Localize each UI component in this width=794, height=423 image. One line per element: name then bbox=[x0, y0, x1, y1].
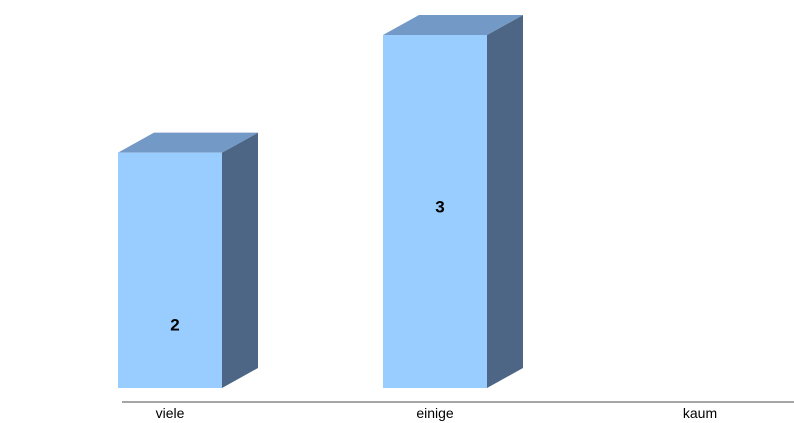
tick-label-einige: einige bbox=[416, 405, 454, 421]
bar-side-viele bbox=[222, 132, 258, 388]
data-labels-group: 23 bbox=[170, 197, 444, 334]
bar-einige bbox=[383, 15, 523, 388]
bars-group bbox=[118, 15, 523, 388]
bar-top-viele bbox=[118, 132, 258, 153]
bar-front-einige bbox=[383, 35, 487, 388]
tick-label-kaum: kaum bbox=[683, 405, 717, 421]
tick-label-viele: viele bbox=[156, 405, 185, 421]
bar-top-einige bbox=[383, 15, 523, 35]
bar-viele bbox=[118, 132, 258, 388]
x-tick-labels: viele einige kaum bbox=[156, 405, 718, 421]
bar-front-viele bbox=[118, 152, 222, 388]
data-label-viele: 2 bbox=[170, 315, 179, 334]
data-label-einige: 3 bbox=[435, 197, 444, 216]
bar-side-einige bbox=[487, 15, 523, 388]
